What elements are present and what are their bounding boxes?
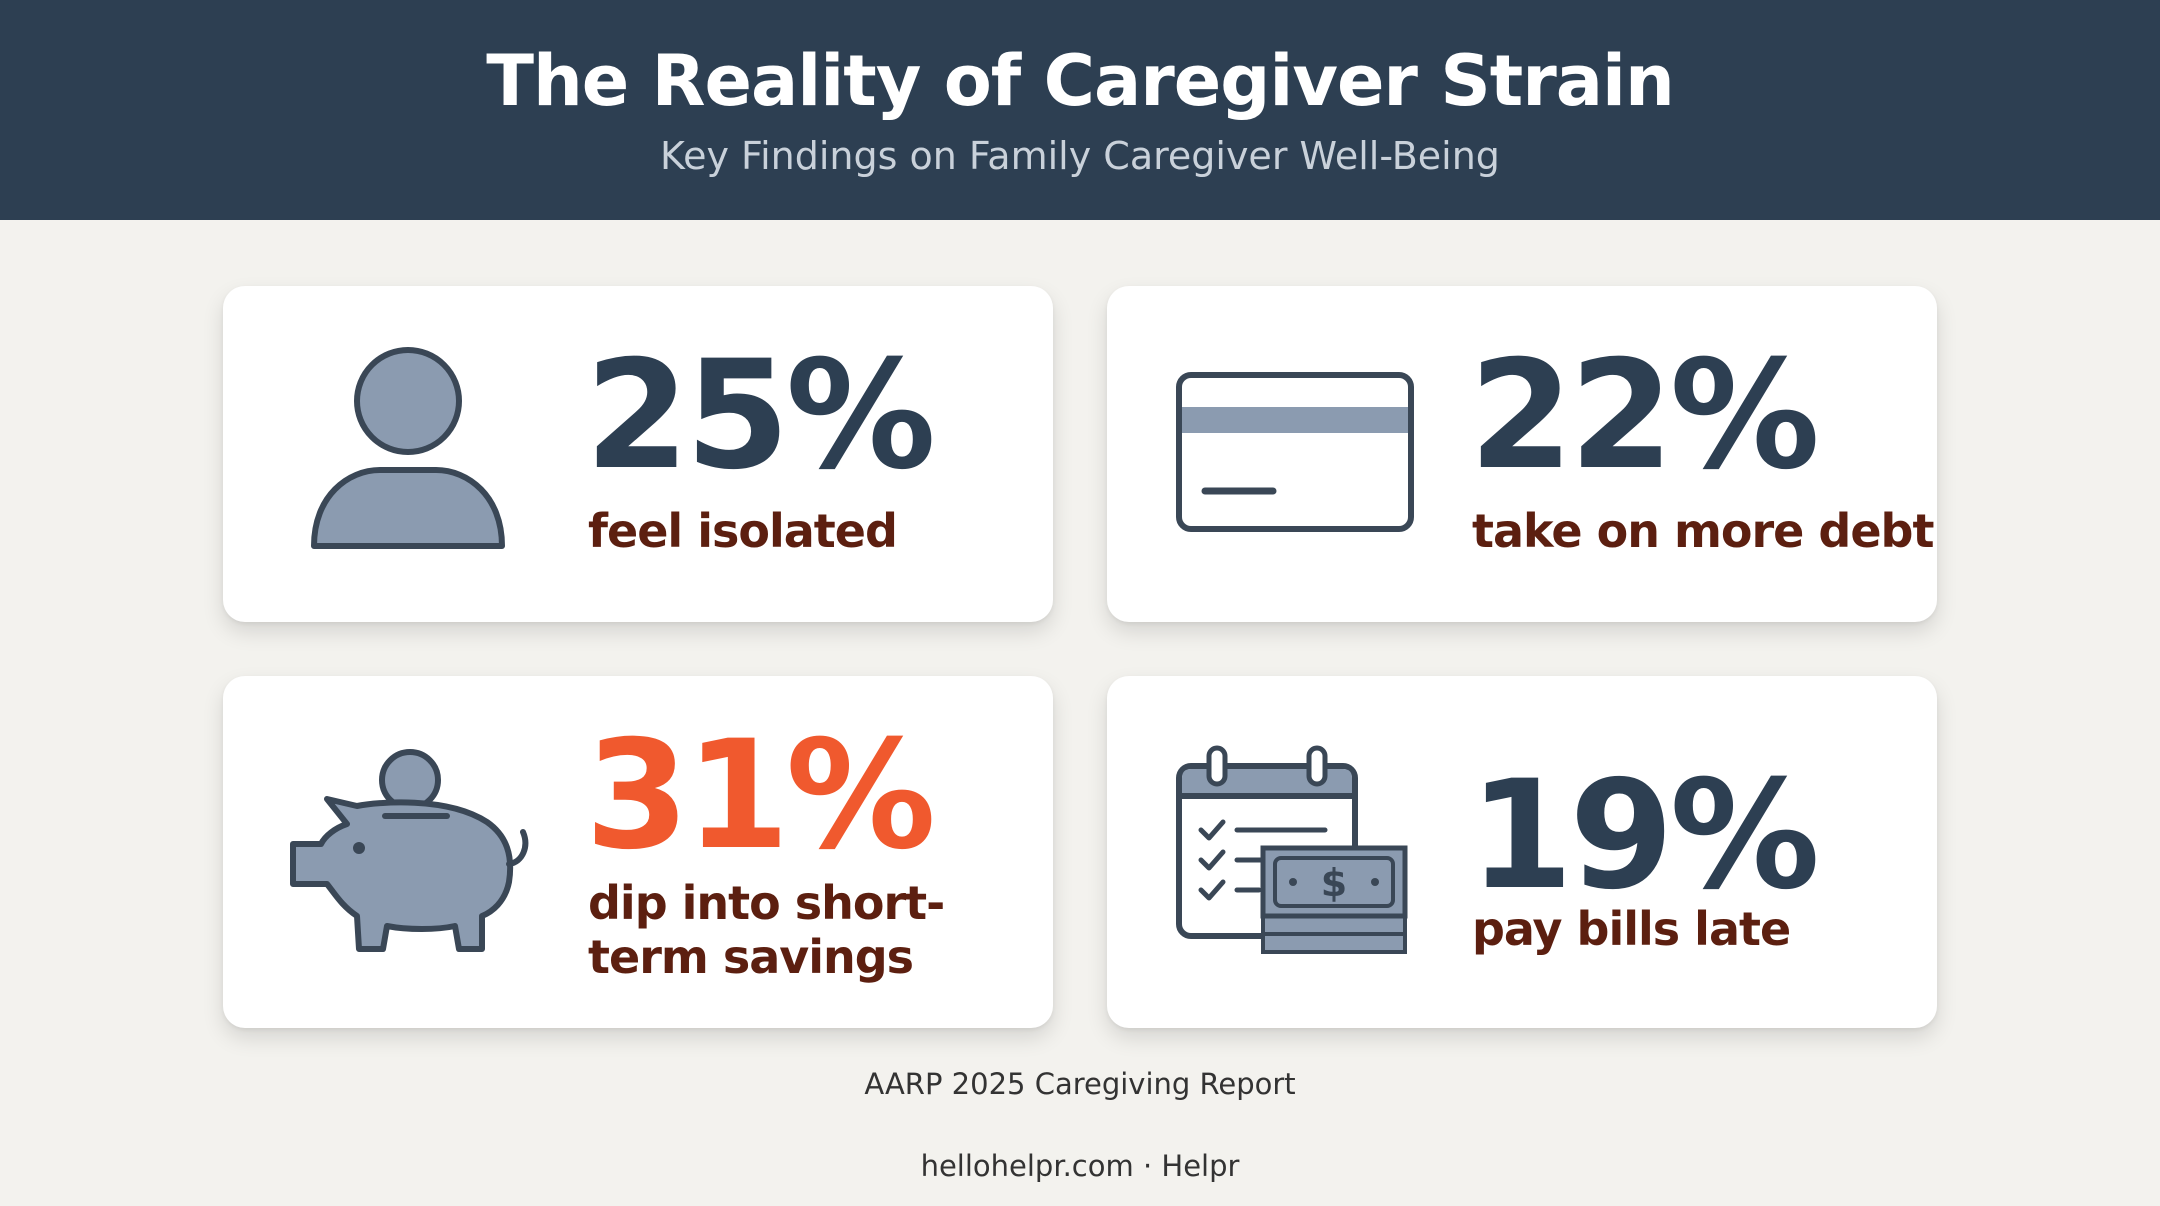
stat-label: pay bills late (1472, 902, 1791, 956)
calendar-money-icon: $ (1176, 745, 1408, 954)
header-banner: The Reality of Caregiver Strain Key Find… (0, 0, 2160, 220)
stat-value: 22% (1469, 329, 1820, 503)
stat-label: feel isolated (588, 504, 898, 558)
stat-label-line-1: dip into short- (588, 876, 945, 930)
person-icon (311, 347, 505, 549)
credit-card-icon (1176, 372, 1414, 532)
stat-card-bills: $ 19% pay bills late (1107, 676, 1937, 1028)
piggy-bank-icon (290, 749, 529, 952)
currency-symbol: $ (1321, 861, 1347, 905)
stat-label-line-2: term savings (588, 930, 914, 984)
footer-credit: hellohelpr.com · Helpr (920, 1149, 1240, 1183)
stat-label: take on more debt (1472, 504, 1934, 558)
source-citation: AARP 2025 Caregiving Report (864, 1067, 1296, 1101)
stat-value: 31% (585, 709, 936, 883)
page-title: The Reality of Caregiver Strain (486, 40, 1675, 122)
stat-card-debt: 22% take on more debt (1107, 286, 1937, 622)
stat-card-savings: 31% dip into short- term savings (223, 676, 1053, 1028)
stat-value: 25% (585, 329, 936, 503)
page-subtitle: Key Findings on Family Caregiver Well-Be… (660, 134, 1500, 178)
stat-value: 19% (1469, 749, 1820, 923)
stat-card-isolated: 25% feel isolated (223, 286, 1053, 622)
